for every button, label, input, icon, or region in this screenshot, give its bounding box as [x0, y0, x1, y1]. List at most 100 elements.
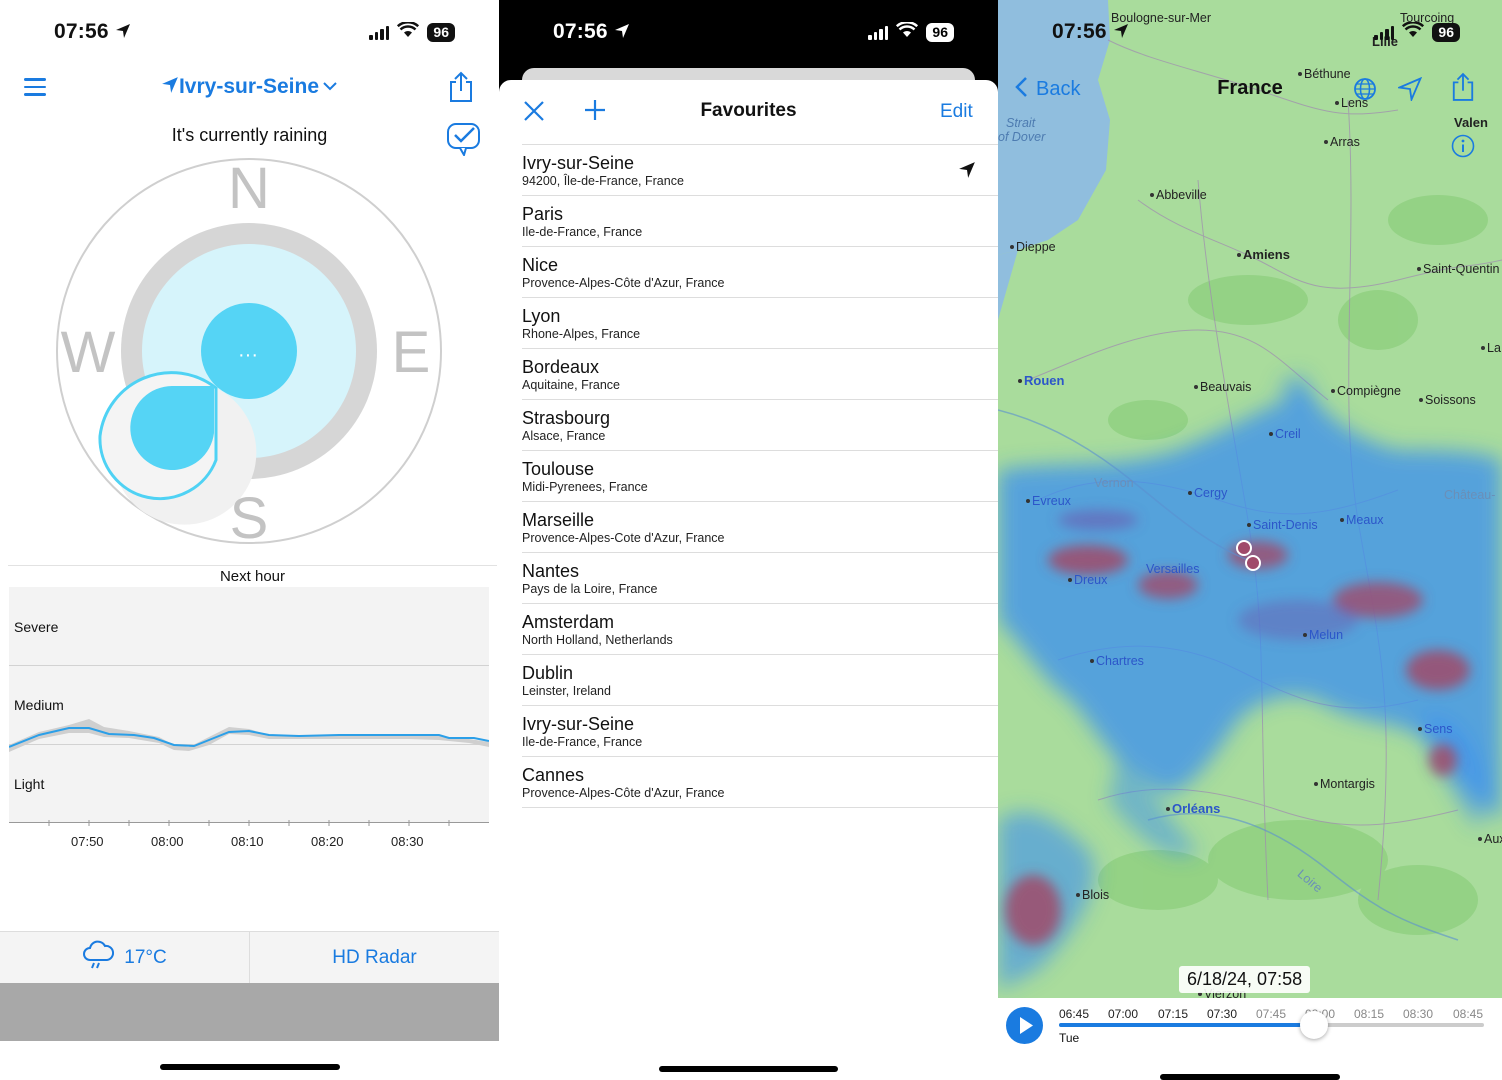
map-label: Arras	[1330, 135, 1360, 149]
map-label: Béthune	[1304, 67, 1351, 81]
wifi-icon	[1402, 21, 1425, 43]
svg-text:E: E	[392, 320, 431, 385]
map-label: Rouen	[1024, 373, 1065, 388]
radar-map-panel: Boulogne-sur-Mer Tourcoing Lille Béthune…	[998, 0, 1502, 1080]
precipitation-line	[9, 719, 489, 752]
list-item[interactable]: Cannes Provence-Alpes-Côte d'Azur, France	[522, 757, 998, 808]
status-bar: 07:56 96	[998, 0, 1502, 66]
radar-timestamp: 6/18/24, 07:58	[1179, 966, 1311, 993]
list-item[interactable]: Paris Ile-de-France, France	[522, 196, 998, 247]
list-item[interactable]: Toulouse Midi-Pyrenees, France	[522, 451, 998, 502]
list-item[interactable]: Nice Provence-Alpes-Côte d'Azur, France	[522, 247, 998, 298]
back-button[interactable]: Back	[1014, 76, 1080, 101]
list-item[interactable]: Nantes Pays de la Loire, France	[522, 553, 998, 604]
favourite-name: Ivry-sur-Seine	[522, 714, 635, 734]
favourite-name: Nantes	[522, 561, 580, 581]
radar-map[interactable]	[998, 0, 1502, 1000]
home-indicator	[1160, 1074, 1340, 1080]
map-label: Creil	[1275, 427, 1301, 441]
temperature-value: 17°C	[124, 946, 167, 968]
level-light: Light	[14, 776, 45, 792]
map-label: Boulogne-sur-Mer	[1111, 11, 1212, 25]
x-tick-label: 07:50	[71, 834, 104, 849]
favourite-region: Aquitaine, France	[522, 378, 620, 392]
battery-indicator: 96	[1432, 23, 1460, 42]
list-item[interactable]: Amsterdam North Holland, Netherlands	[522, 604, 998, 655]
list-item[interactable]: Ivry-sur-Seine Ile-de-France, France	[522, 706, 998, 757]
map-label: Beauvais	[1200, 380, 1252, 394]
location-arrow-icon[interactable]	[1396, 76, 1423, 106]
location-arrow-icon	[161, 75, 179, 98]
favourite-name: Cannes	[522, 765, 585, 785]
hd-radar-button[interactable]: HD Radar	[249, 932, 499, 983]
map-label: Blois	[1082, 888, 1110, 902]
list-item[interactable]: Bordeaux Aquitaine, France	[522, 349, 998, 400]
location-services-icon	[115, 21, 131, 45]
weather-status-text: It's currently raining	[171, 125, 328, 145]
favourite-name: Strasbourg	[522, 408, 611, 428]
list-item[interactable]: Ivry-sur-Seine 94200, Île-de-France, Fran…	[522, 145, 998, 196]
favourite-name: Ivry-sur-Seine	[522, 153, 635, 173]
edit-button[interactable]: Edit	[940, 101, 973, 122]
map-label: Melun	[1309, 628, 1344, 642]
favourites-list: Ivry-sur-Seine 94200, Île-de-France, Fran…	[522, 144, 998, 808]
favourite-name: Amsterdam	[522, 612, 615, 632]
share-icon[interactable]	[448, 71, 474, 108]
share-icon[interactable]	[1451, 72, 1475, 107]
home-indicator	[160, 1064, 340, 1070]
map-label: Saint-Denis	[1253, 518, 1318, 532]
cellular-signal-icon	[369, 25, 390, 40]
play-icon	[1006, 1017, 1043, 1048]
precipitation-graph: Severe Medium Light	[9, 587, 489, 826]
ad-banner-placeholder	[0, 983, 499, 1041]
temperature-button[interactable]: 17°C	[0, 932, 249, 983]
chevron-down-icon	[319, 75, 338, 98]
x-tick-label: 08:30	[391, 834, 424, 849]
status-bar: 07:56 96	[0, 0, 499, 66]
close-icon[interactable]	[523, 100, 545, 125]
map-label: Dreux	[1074, 573, 1108, 587]
list-item[interactable]: Strasbourg Alsace, France	[522, 400, 998, 451]
chevron-left-icon	[1014, 77, 1036, 100]
battery-indicator: 96	[427, 23, 455, 42]
city-selector[interactable]: Ivry-sur-Seine	[0, 75, 499, 99]
favourite-region: Leinster, Ireland	[522, 684, 611, 698]
hamburger-menu-icon[interactable]	[24, 78, 46, 101]
map-label: Lens	[1341, 96, 1369, 110]
checkmark-bubble-icon[interactable]	[446, 122, 482, 161]
home-indicator	[659, 1066, 838, 1072]
rain-cloud-icon	[82, 940, 124, 976]
cellular-signal-icon	[868, 25, 889, 40]
map-label: Montargis	[1320, 777, 1375, 791]
map-title: France	[1217, 77, 1283, 99]
map-label: Versailles	[1146, 562, 1200, 576]
play-button[interactable]	[1006, 1007, 1043, 1044]
list-item[interactable]: Dublin Leinster, Ireland	[522, 655, 998, 706]
map-label: Abbeville	[1156, 188, 1207, 202]
status-time: 07:56	[553, 20, 608, 43]
info-icon[interactable]	[1451, 134, 1475, 163]
favourites-panel: 07:56 96 Favourites Edit Ivry-sur-Seine 9…	[499, 0, 998, 1080]
list-item[interactable]: Lyon Rhone-Alpes, France	[522, 298, 998, 349]
timeline-scrubber[interactable]	[1300, 1011, 1328, 1039]
status-time: 07:56	[54, 20, 109, 43]
favourite-name: Dublin	[522, 663, 574, 683]
timeline-track[interactable]	[1059, 1011, 1484, 1039]
svg-text:···: ···	[238, 344, 258, 366]
favourite-region: Provence-Alpes-Côte d'Azur, France	[522, 786, 725, 800]
favourite-region: Provence-Alpes-Cote d'Azur, France	[522, 531, 725, 545]
favourite-region: North Holland, Netherlands	[522, 633, 673, 647]
globe-icon[interactable]	[1353, 77, 1377, 106]
favourite-region: 94200, Île-de-France, France	[522, 174, 684, 188]
map-label: Vernon	[1094, 476, 1134, 490]
map-label: Evreux	[1032, 494, 1071, 508]
map-label: Compiègne	[1337, 384, 1401, 398]
map-label: La	[1487, 341, 1501, 355]
timeline-tick: 08:15	[1354, 1007, 1385, 1021]
location-services-icon	[614, 21, 630, 45]
timeline-tick: 08:30	[1403, 1007, 1434, 1021]
map-label: Meaux	[1346, 513, 1384, 527]
list-item[interactable]: Marseille Provence-Alpes-Cote d'Azur, Fra…	[522, 502, 998, 553]
location-arrow-icon	[958, 161, 976, 184]
add-icon[interactable]	[583, 96, 607, 126]
